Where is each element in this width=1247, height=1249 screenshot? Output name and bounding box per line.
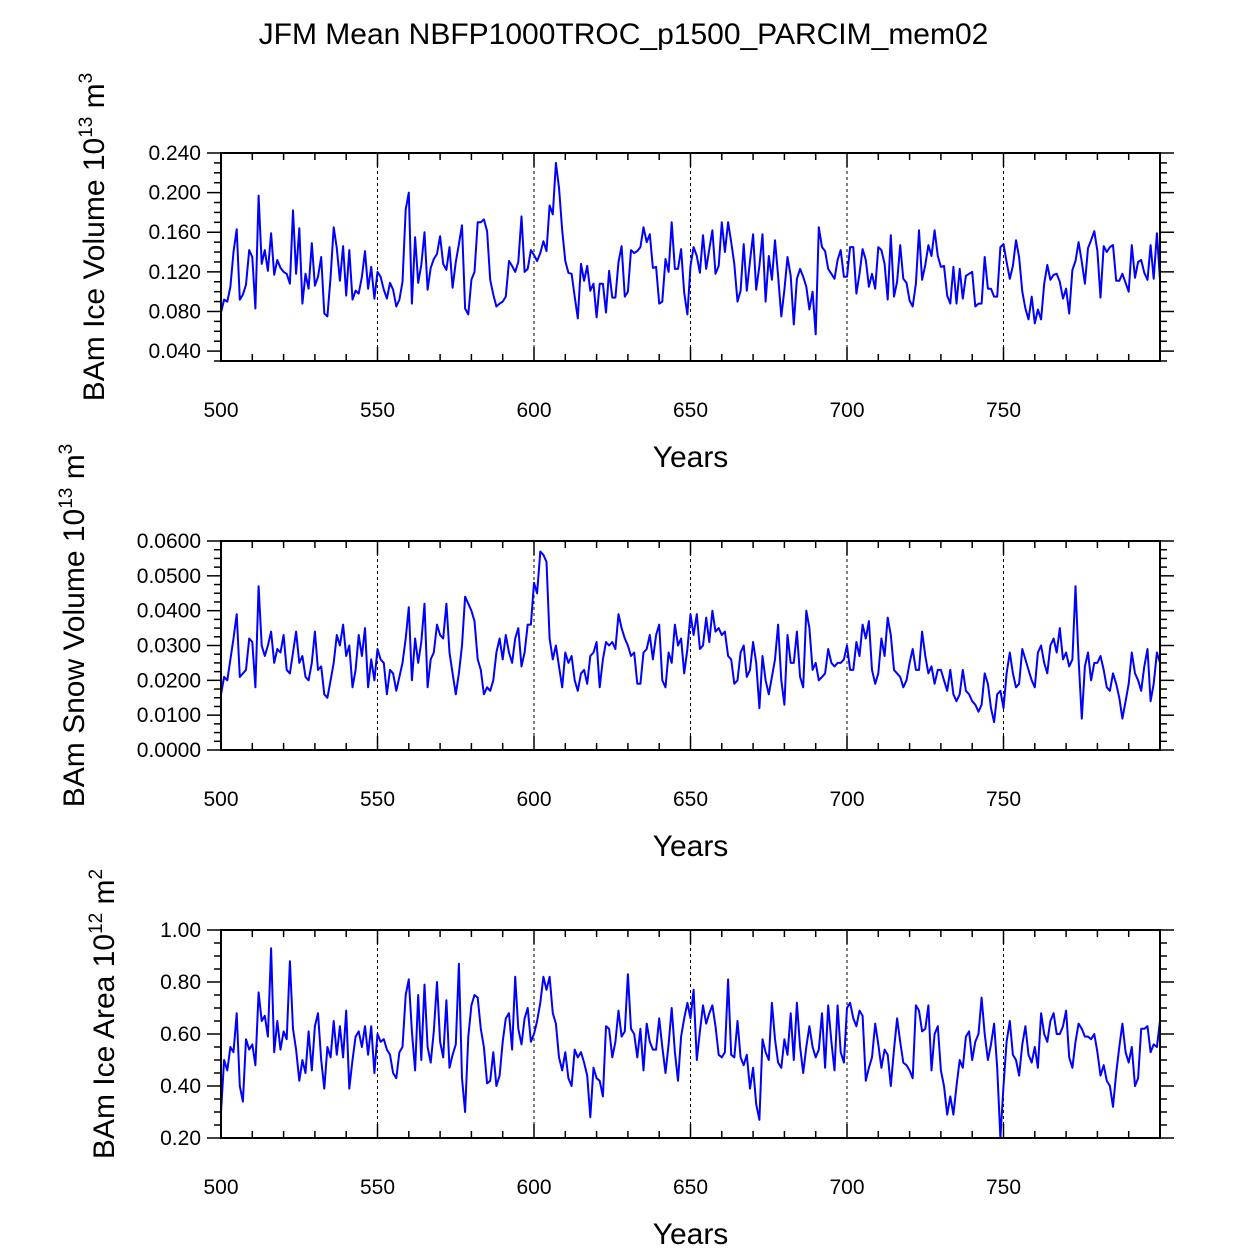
y-tick-label: 0.120 (148, 261, 201, 284)
y-axis-title-unit-exp: 2 (86, 869, 107, 880)
y-tick-label: 0.080 (148, 300, 201, 323)
x-tick-label: 700 (829, 399, 864, 422)
panel-ice-area: 0.20 0.40 0.60 0.80 1.00 500 550 600 650 700 750 Ye… (86, 869, 1174, 1249)
x-tick-label: 500 (203, 1176, 238, 1199)
x-tick-label: 550 (360, 788, 395, 811)
x-tick-label: 550 (360, 1176, 395, 1199)
y-tick-label: 0.0400 (137, 600, 201, 623)
x-tick-label: 500 (203, 399, 238, 422)
y-tick-label: 0.240 (148, 142, 201, 165)
y-axis-title-main: BAm Ice Area 10 (88, 934, 121, 1159)
x-tick-label: 750 (986, 788, 1021, 811)
x-tick-label: 700 (829, 788, 864, 811)
y-tick-label: 0.80 (160, 971, 201, 994)
x-tick-label: 650 (673, 788, 708, 811)
x-tick-label: 650 (673, 1176, 708, 1199)
x-tick-label: 500 (203, 788, 238, 811)
x-tick-label: 750 (986, 1176, 1021, 1199)
y-tick-label: 0.60 (160, 1023, 201, 1046)
x-tick-label: 750 (986, 399, 1021, 422)
y-tick-label: 0.20 (160, 1127, 201, 1150)
x-axis-title: Years (653, 441, 729, 474)
y-tick-label: 0.0000 (137, 739, 201, 762)
page-title: JFM Mean NBFP1000TROC_p1500_PARCIM_mem02 (258, 18, 989, 51)
y-axis-title-main: BAm Ice Volume 10 (78, 138, 111, 401)
y-tick-label: 0.40 (160, 1075, 201, 1098)
y-tick-label: 0.0200 (137, 669, 201, 692)
y-axis-title-unit-exp: 3 (56, 444, 77, 455)
series-line-ice-area (220, 947, 1161, 1139)
y-axis-title: BAm Ice Volume 1013 m3 (76, 73, 111, 402)
y-tick-label: 0.200 (148, 182, 201, 205)
y-axis-title-main: BAm Snow Volume 10 (58, 509, 91, 808)
y-axis-title-unit-exp: 3 (76, 73, 97, 84)
x-axis-title: Years (653, 1218, 729, 1249)
y-axis-title-unit: m (88, 879, 121, 912)
y-tick-label: 0.160 (148, 221, 201, 244)
x-axis-title: Years (653, 830, 729, 863)
y-axis-title-exp: 13 (56, 488, 77, 509)
x-tick-label: 600 (516, 399, 551, 422)
y-axis-title-exp: 13 (76, 117, 97, 138)
x-tick-label: 600 (516, 788, 551, 811)
series-line-snow-volume (220, 550, 1161, 724)
y-tick-label: 1.00 (160, 919, 201, 942)
x-tick-label: 700 (829, 1176, 864, 1199)
y-axis-title-exp: 12 (86, 913, 107, 934)
y-axis-title-unit: m (78, 83, 111, 116)
y-tick-label: 0.0300 (137, 635, 201, 658)
y-tick-label: 0.040 (148, 340, 201, 363)
x-tick-label: 550 (360, 399, 395, 422)
y-axis-title: BAm Ice Area 1012 m2 (86, 869, 121, 1159)
x-tick-label: 600 (516, 1176, 551, 1199)
y-tick-label: 0.0600 (137, 530, 201, 553)
panel-snow-volume: 0.0000 0.0100 0.0200 0.0300 0.0400 0.0500 0.06… (56, 444, 1174, 863)
x-tick-label: 650 (673, 399, 708, 422)
panel-ice-volume: 0.040 0.080 0.120 0.160 0.200 0.240 500 550 600 6… (76, 73, 1174, 474)
series-line-ice-volume (220, 161, 1161, 336)
y-tick-label: 0.0100 (137, 704, 201, 727)
y-tick-label: 0.0500 (137, 565, 201, 588)
y-axis-title: BAm Snow Volume 1013 m3 (56, 444, 91, 808)
y-axis-title-unit: m (58, 454, 91, 487)
